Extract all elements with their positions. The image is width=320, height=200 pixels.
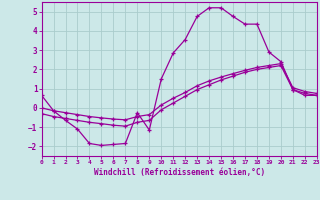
X-axis label: Windchill (Refroidissement éolien,°C): Windchill (Refroidissement éolien,°C) (94, 168, 265, 177)
